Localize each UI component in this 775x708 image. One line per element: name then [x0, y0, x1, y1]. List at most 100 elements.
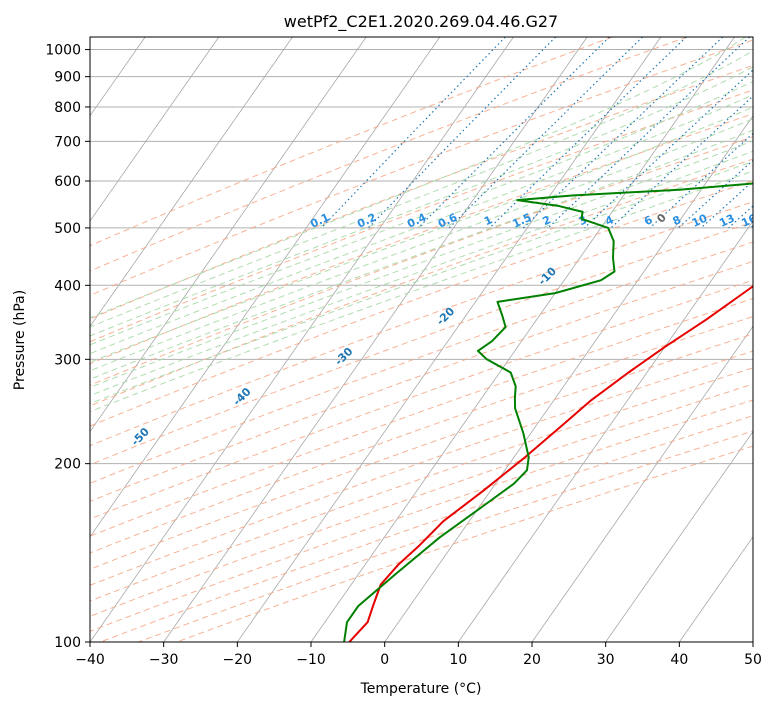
moist-adiabat-line: [90, 37, 746, 319]
dry-adiabat-line: [90, 241, 753, 484]
isotherm-label: -10: [536, 264, 559, 287]
dry-adiabat-line: [90, 158, 753, 407]
isotherm-line: [90, 37, 514, 642]
y-tick-label: 100: [54, 635, 81, 651]
y-axis: 100 200 300 400 500 600 700 800 900 1000: [45, 43, 90, 651]
y-tick-label: 400: [54, 278, 81, 294]
y-tick-label: 200: [54, 457, 81, 473]
isotherm-label: 0: [654, 211, 669, 226]
isotherm-label: -40: [230, 385, 253, 408]
profile-series: [343, 182, 753, 642]
y-tick-label: 500: [54, 221, 81, 237]
dry-adiabat-line: [90, 221, 753, 466]
y-tick-label: 800: [54, 100, 81, 116]
mixing-ratio-lines: [320, 37, 753, 229]
grid-layer: [0, 37, 753, 642]
moist-adiabat-line: [90, 94, 753, 355]
temperature-profile: [348, 285, 753, 642]
mixing-ratio-line: [700, 180, 753, 229]
y-tick-label: 700: [54, 134, 81, 150]
x-axis: −40 −30 −20 −10 0 10 20 30 40 50: [75, 642, 762, 668]
dry-adiabat-line: [90, 315, 753, 554]
moist-adiabat-line: [90, 170, 753, 413]
mixing-ratio-label: 20: [764, 211, 775, 229]
dry-adiabat-line: [90, 37, 613, 247]
isotherm-line: [90, 37, 220, 222]
moist-adiabat-line: [90, 80, 753, 346]
x-axis-title: Temperature (°C): [360, 681, 482, 697]
isotherm-line: [531, 325, 753, 642]
isotherm-line: [0, 37, 72, 642]
dry-adiabat-line: [90, 333, 753, 570]
mixing-ratio-label: 6: [642, 213, 655, 228]
x-tick-label: −30: [149, 652, 179, 668]
mixing-ratio-line: [649, 132, 753, 229]
isotherm-line: [237, 37, 662, 642]
dry-adiabat-line: [176, 445, 753, 642]
mixing-ratio-line: [489, 37, 687, 229]
isotherm-line: [752, 641, 753, 642]
mixing-ratio-line: [750, 224, 753, 229]
dry-adiabat-line: [90, 383, 753, 617]
dry-adiabat-line: [90, 89, 753, 343]
isotherm-line: [605, 430, 753, 642]
mixing-ratio-label: 2: [541, 213, 553, 228]
x-tick-label: −20: [223, 652, 253, 668]
chart-title: wetPf2_C2E1.2020.269.04.46.G27: [284, 12, 558, 32]
moist-adiabat-line: [90, 160, 753, 405]
mixing-ratio-line: [448, 37, 643, 229]
dry-adiabat-line: [138, 430, 753, 642]
moist-adiabat-line: [90, 129, 753, 380]
isotherm-label: 10: [755, 166, 775, 186]
plot-area: 0.10.20.40.611.52346810131620253036-100-…: [0, 37, 775, 642]
y-tick-label: 1000: [45, 43, 81, 59]
isotherm-line: [90, 37, 441, 538]
x-tick-label: 50: [744, 652, 762, 668]
mixing-ratio-line: [677, 159, 753, 229]
mixing-ratio-label: 1: [482, 213, 494, 228]
dry-adiabats: [90, 37, 753, 642]
x-tick-label: 20: [523, 652, 541, 668]
moist-adiabats: [90, 37, 753, 413]
dry-adiabat-line: [90, 64, 753, 320]
mixing-ratio-line: [522, 37, 724, 229]
moist-adiabat-line: [90, 140, 753, 388]
x-tick-label: 10: [449, 652, 467, 668]
y-tick-label: 300: [54, 352, 81, 368]
mixing-ratio-line: [320, 37, 506, 229]
dry-adiabat-line: [90, 201, 753, 447]
dry-adiabat-line: [90, 350, 753, 586]
mixing-ratio-line: [728, 205, 753, 229]
mixing-ratio-label: 16: [739, 211, 759, 229]
y-tick-label: 900: [54, 70, 81, 86]
moist-adiabat-line: [90, 50, 753, 328]
mixing-ratio-line: [583, 69, 753, 229]
isotherm-label: -30: [332, 345, 355, 368]
dry-adiabat-line: [90, 180, 753, 427]
moist-adiabat-line: [90, 150, 753, 397]
isotherm-line: [384, 115, 753, 642]
x-tick-label: 0: [380, 652, 389, 668]
dry-adiabat-line: [90, 367, 753, 602]
moist-adiabat-line: [90, 118, 753, 372]
dry-adiabat-line: [90, 39, 753, 296]
isotherm-line: [90, 37, 367, 433]
isotherm-label: -20: [434, 305, 457, 328]
plot-frame: [89, 36, 754, 643]
dry-adiabat-line: [90, 37, 688, 272]
isotherm-label: -60: [27, 465, 50, 488]
moist-adiabat-line: [90, 66, 753, 337]
x-tick-label: −10: [296, 652, 326, 668]
x-tick-label: −40: [75, 652, 105, 668]
moist-adiabat-line: [90, 106, 753, 363]
mixing-ratio-label: 13: [717, 212, 736, 230]
isotherm-line: [163, 37, 588, 642]
dry-adiabat-line: [90, 136, 753, 386]
y-axis-title: Pressure (hPa): [12, 290, 28, 390]
dry-adiabat-line: [90, 298, 753, 537]
dewpoint-profile: [343, 182, 753, 642]
mixing-ratio-label: 10: [690, 211, 710, 229]
x-tick-label: 30: [597, 652, 615, 668]
isotherm-line: [679, 536, 753, 642]
